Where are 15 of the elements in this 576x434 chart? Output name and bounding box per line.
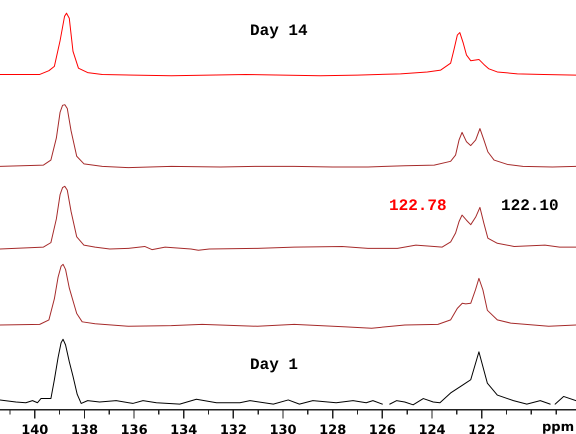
x-tick-label: 124: [418, 423, 446, 434]
annotation: Day 14: [250, 22, 308, 40]
x-tick-label: 122: [468, 423, 496, 434]
annotation: 122.78: [389, 197, 447, 215]
x-tick-label: 128: [319, 423, 346, 434]
x-tick-label: 134: [170, 423, 198, 434]
x-tick-label: 138: [70, 423, 98, 434]
x-tick-label: 130: [269, 423, 297, 434]
x-tick-label: 132: [220, 423, 247, 434]
x-tick-label: 126: [368, 423, 396, 434]
x-axis-title: ppm: [542, 420, 574, 434]
annotation: 122.10: [501, 197, 559, 215]
x-tick-label: 140: [21, 423, 48, 434]
annotation: Day 1: [250, 356, 298, 374]
x-tick-label: 136: [120, 423, 148, 434]
